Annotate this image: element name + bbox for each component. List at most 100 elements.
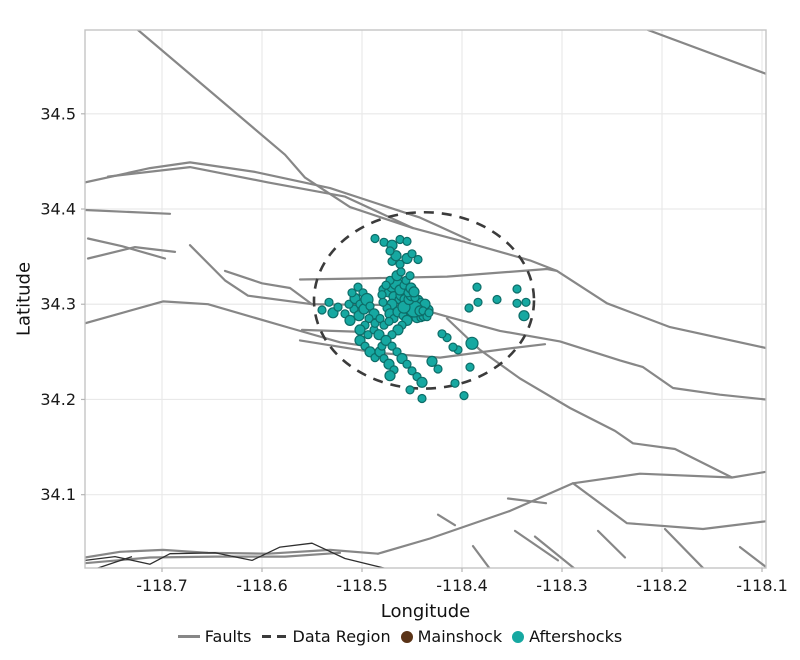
fault-line-icon (177, 635, 200, 638)
aftershock-point (518, 310, 530, 322)
aftershock-point (378, 297, 388, 307)
aftershock-point (448, 342, 458, 352)
aftershocks-layer (317, 233, 531, 404)
x-tick-label: -118.1 (736, 576, 788, 595)
fault-line (445, 317, 766, 479)
aftershock-point (333, 302, 343, 312)
legend-item-mainshock: Mainshock (400, 627, 503, 646)
aftershock-point (465, 362, 475, 372)
aftershock-point (492, 294, 502, 305)
aftershock-point (324, 297, 334, 307)
aftershock-point (433, 364, 443, 374)
aftershock-point (464, 303, 474, 313)
aftershock-point (407, 249, 417, 259)
y-axis-label: Latitude (13, 261, 35, 337)
aftershock-point (407, 366, 417, 376)
fault-line (85, 300, 362, 347)
aftershock-point (465, 336, 479, 350)
aftershock-point (375, 313, 385, 324)
aftershock-point (317, 305, 327, 315)
aftershock-point (354, 324, 366, 336)
dark-line (95, 555, 133, 568)
aftershock-point (424, 308, 434, 318)
fault-line (300, 328, 364, 333)
fault-line (298, 339, 547, 359)
fault-line (436, 513, 457, 527)
aftershock-point (377, 290, 387, 300)
aftershock-point (437, 329, 447, 339)
y-tick-label: 34.3 (40, 295, 76, 314)
x-tick-label: -118.3 (536, 576, 588, 595)
plot-border (84, 29, 767, 569)
fault-line (86, 237, 167, 260)
aftershock-point (344, 314, 356, 326)
fault-line (376, 472, 734, 555)
fault-line (471, 544, 491, 568)
legend-label-data-region: Data Region (292, 627, 391, 646)
aftershock-point (405, 271, 415, 281)
aftershock-point (396, 267, 406, 277)
dark-lines-layer (85, 542, 387, 568)
aftershock-point (450, 378, 460, 388)
aftershock-point (416, 376, 428, 388)
y-tick-label: 34.2 (40, 390, 76, 409)
legend-label-mainshock: Mainshock (417, 627, 503, 646)
fault-line (85, 208, 172, 215)
legend-item-data-region: Data Region (261, 627, 391, 646)
fault-line (86, 246, 177, 260)
x-tick-label: -118.7 (136, 576, 188, 595)
fault-line (506, 497, 548, 505)
aftershock-point (405, 385, 415, 395)
aftershock-point (512, 284, 522, 294)
aftershock-point (384, 316, 394, 326)
x-tick-label: -118.5 (336, 576, 388, 595)
aftershock-point (473, 297, 483, 307)
fault-line (571, 482, 766, 531)
aftershock-point (413, 254, 423, 265)
aftershock-point (459, 391, 469, 401)
fault-line (223, 269, 314, 306)
aftershock-point (364, 313, 374, 324)
aftershock-point (402, 359, 412, 369)
aftershock-point (385, 246, 395, 256)
x-tick-label: -118.2 (636, 576, 688, 595)
fault-line (646, 30, 766, 75)
legend-item-aftershocks: Aftershocks (512, 627, 622, 646)
tick-labels: -118.7 -118.6 -118.5 -118.4 -118.3 -118.2 -118… (40, 104, 787, 595)
x-axis-label: Longitude (380, 601, 471, 622)
aftershock-point (370, 233, 380, 244)
aftershock-point (380, 334, 392, 346)
aftershock-point (381, 280, 391, 290)
aftershock-point (387, 341, 397, 351)
data-region-ellipse (312, 210, 536, 390)
dark-line (85, 542, 387, 568)
legend-label-aftershocks: Aftershocks (529, 627, 623, 646)
aftershock-point (402, 236, 412, 246)
data-region-dash-icon (261, 635, 288, 638)
fault-line (738, 545, 766, 568)
y-tick-label: 34.5 (40, 104, 76, 123)
mainshock-dot-icon (400, 630, 413, 643)
aftershock-point (347, 288, 357, 298)
aftershock-point (353, 282, 363, 292)
aftershock-point (472, 282, 482, 292)
aftershock-point (512, 298, 522, 308)
aftershock-point (417, 393, 427, 404)
legend: Faults Data Region Mainshock Aftershocks (0, 627, 800, 646)
fault-line (106, 166, 415, 230)
plot-contents (85, 30, 766, 568)
fault-line (596, 529, 627, 559)
aftershock-point (426, 355, 438, 367)
x-tick-label: -118.6 (236, 576, 288, 595)
aftershock-point (395, 259, 405, 269)
aftershock-point (363, 330, 373, 340)
fault-line (188, 244, 314, 306)
fault-line (85, 161, 472, 242)
fault-line (298, 267, 559, 281)
aftershock-point (384, 370, 396, 382)
aftershock-point (521, 297, 531, 307)
x-tick-label: -118.4 (436, 576, 488, 595)
legend-item-faults: Faults (177, 627, 252, 646)
